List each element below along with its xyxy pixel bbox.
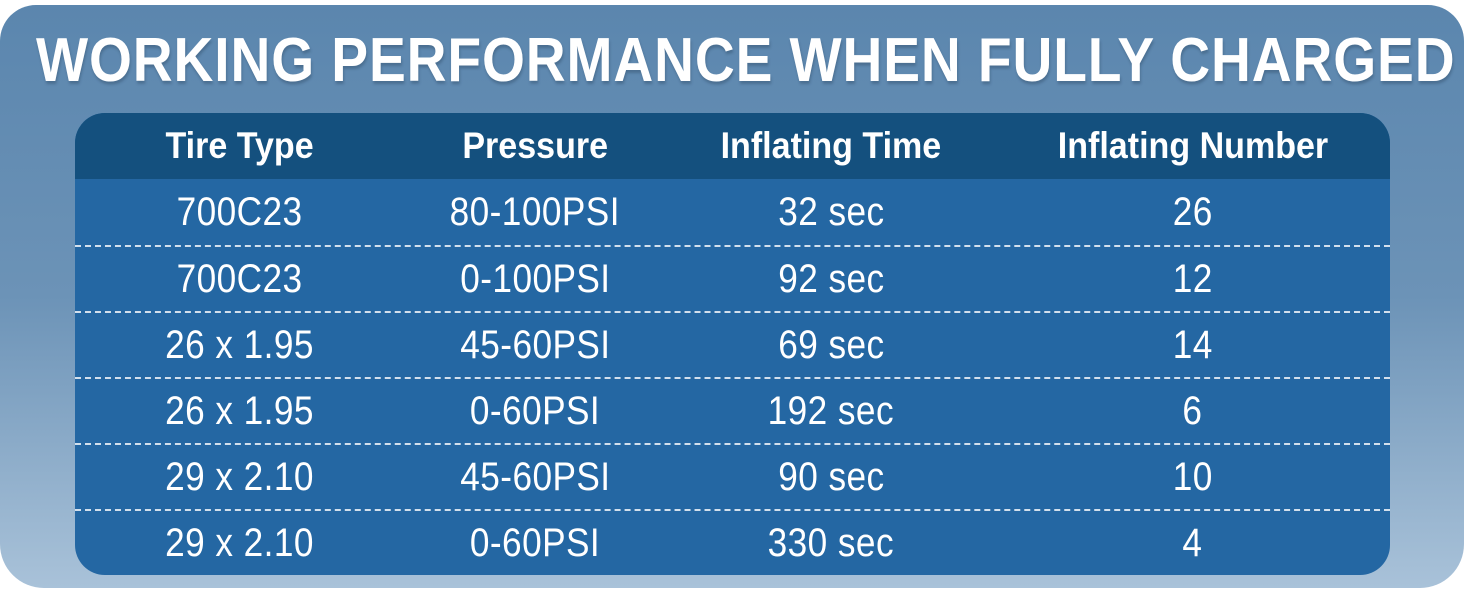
table-cell: 0-60PSI	[470, 520, 601, 565]
table-cell: 26 x 1.95	[164, 322, 314, 367]
table-cell: 6	[1182, 388, 1203, 433]
page-title: WORKING PERFORMANCE WHEN FULLY CHARGED	[36, 17, 1464, 103]
table-header-row: Tire Type Pressure Inflating Time Inflat…	[75, 113, 1390, 179]
table-cell: 26	[1172, 189, 1213, 234]
table-cell: 92 sec	[777, 256, 885, 301]
table-cell: 45-60PSI	[460, 454, 611, 499]
table-row: 26 x 1.95 0-60PSI 192 sec 6	[75, 377, 1390, 443]
table-cell: 0-100PSI	[460, 256, 611, 301]
table-row: 29 x 2.10 0-60PSI 330 sec 4	[75, 509, 1390, 575]
table-cell: 12	[1172, 256, 1213, 301]
table-cell: 14	[1172, 322, 1213, 367]
table-cell: 29 x 2.10	[164, 454, 314, 499]
table-row: 26 x 1.95 45-60PSI 69 sec 14	[75, 311, 1390, 377]
table-row: 700C23 0-100PSI 92 sec 12	[75, 245, 1390, 311]
table-cell: 10	[1172, 454, 1213, 499]
table-cell: 330 sec	[767, 520, 895, 565]
column-header-inflating-time: Inflating Time	[720, 125, 942, 166]
performance-table: Tire Type Pressure Inflating Time Inflat…	[75, 113, 1390, 575]
column-header-tire-type: Tire Type	[165, 125, 314, 166]
column-header-pressure: Pressure	[462, 125, 609, 166]
column-header-inflating-number: Inflating Number	[1057, 125, 1328, 166]
table-cell: 80-100PSI	[450, 189, 621, 234]
table-cell: 90 sec	[777, 454, 885, 499]
table-cell: 45-60PSI	[460, 322, 611, 367]
table-row: 29 x 2.10 45-60PSI 90 sec 10	[75, 443, 1390, 509]
table-cell: 192 sec	[767, 388, 895, 433]
table-cell: 4	[1182, 520, 1203, 565]
table-cell: 700C23	[176, 256, 303, 301]
table-cell: 29 x 2.10	[164, 520, 314, 565]
page-title-text: WORKING PERFORMANCE WHEN FULLY CHARGED	[36, 25, 1456, 95]
table-cell: 32 sec	[777, 189, 885, 234]
table-cell: 26 x 1.95	[164, 388, 314, 433]
table-cell: 700C23	[176, 189, 303, 234]
table-row: 700C23 80-100PSI 32 sec 26	[75, 179, 1390, 245]
table-cell: 0-60PSI	[470, 388, 601, 433]
background-panel: WORKING PERFORMANCE WHEN FULLY CHARGED T…	[0, 5, 1464, 588]
table-cell: 69 sec	[777, 322, 885, 367]
